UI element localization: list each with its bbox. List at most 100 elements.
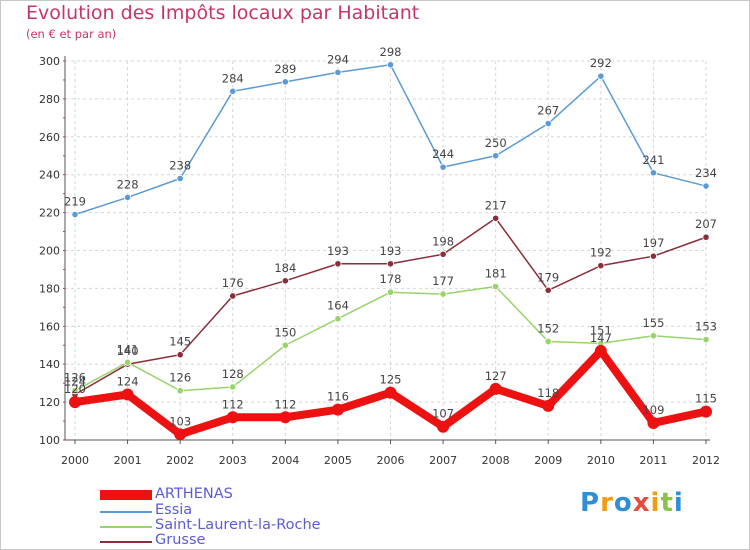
data-point-grusse xyxy=(597,262,605,270)
axis-layer: 100 120 140 160 180 200 220 240 260 280 300 2000 200… xyxy=(39,55,720,467)
x-tick-label: 2009 xyxy=(534,454,562,467)
y-tick-label: 300 xyxy=(39,55,60,68)
data-point-grusse xyxy=(334,260,342,268)
x-tick-label: 2012 xyxy=(692,454,720,467)
data-label-arthenas: 124 xyxy=(117,375,139,389)
data-point-arthenas xyxy=(647,416,660,429)
legend-swatch-grusse xyxy=(100,541,152,543)
data-label-saint-laurent-la-roche: 141 xyxy=(117,342,139,356)
data-point-saint-laurent-la-roche xyxy=(334,315,342,323)
data-point-essia xyxy=(71,210,79,219)
logo-letter: t xyxy=(660,488,674,518)
data-label-grusse: 207 xyxy=(695,217,717,231)
data-label-grusse: 217 xyxy=(485,198,507,212)
x-tick-label: 2005 xyxy=(324,454,352,467)
data-label-essia: 284 xyxy=(222,71,244,85)
data-point-saint-laurent-la-roche xyxy=(544,337,552,346)
data-label-grusse: 145 xyxy=(169,335,191,349)
x-tick-label: 2002 xyxy=(166,454,194,467)
data-label-saint-laurent-la-roche: 153 xyxy=(695,320,717,334)
data-label-saint-laurent-la-roche: 155 xyxy=(642,316,664,330)
chart-subtitle: (en € et par an) xyxy=(26,27,117,41)
data-point-essia xyxy=(229,87,237,95)
data-label-saint-laurent-la-roche: 150 xyxy=(274,325,296,339)
logo-letter: o xyxy=(613,488,633,518)
data-point-grusse xyxy=(386,260,395,268)
data-label-saint-laurent-la-roche: 178 xyxy=(380,272,402,286)
logo-letter: x xyxy=(632,488,651,518)
x-tick-label: 2007 xyxy=(429,454,457,467)
data-label-saint-laurent-la-roche: 126 xyxy=(169,371,191,385)
series-layer xyxy=(69,61,712,441)
legend-label-essia: Essia xyxy=(155,502,193,518)
data-point-grusse xyxy=(649,252,658,260)
logo-letter: i xyxy=(673,488,684,518)
data-point-arthenas xyxy=(594,344,607,357)
data-point-arthenas xyxy=(700,405,712,418)
data-label-grusse: 198 xyxy=(432,234,454,248)
data-point-arthenas xyxy=(69,396,81,409)
data-point-essia xyxy=(544,119,552,128)
data-point-grusse xyxy=(544,286,552,294)
data-point-arthenas xyxy=(331,403,344,416)
data-point-arthenas xyxy=(174,428,187,441)
data-label-arthenas: 112 xyxy=(274,397,296,411)
legend-swatch-essia xyxy=(100,511,152,513)
data-label-arthenas: 107 xyxy=(432,407,454,421)
data-point-essia xyxy=(439,163,447,171)
data-point-saint-laurent-la-roche xyxy=(71,387,79,395)
data-label-essia: 289 xyxy=(274,62,296,76)
data-label-arthenas: 147 xyxy=(590,331,612,345)
data-point-saint-laurent-la-roche xyxy=(439,290,447,298)
data-label-grusse: 197 xyxy=(642,236,664,250)
logo-letter: i xyxy=(650,488,661,518)
data-label-essia: 238 xyxy=(169,158,191,172)
data-point-saint-laurent-la-roche xyxy=(649,332,658,340)
data-point-grusse xyxy=(229,292,237,300)
data-point-grusse xyxy=(702,233,710,241)
data-label-essia: 244 xyxy=(432,147,454,161)
y-tick-label: 220 xyxy=(39,207,60,220)
proxiti-logo: Proxiti xyxy=(580,488,684,518)
data-point-arthenas xyxy=(226,411,239,424)
data-label-arthenas: 112 xyxy=(222,397,244,411)
data-label-grusse: 192 xyxy=(590,246,612,260)
data-point-arthenas xyxy=(489,382,502,395)
data-label-essia: 234 xyxy=(695,166,717,180)
data-point-essia xyxy=(334,68,342,76)
data-point-saint-laurent-la-roche xyxy=(123,358,132,366)
x-tick-label: 2000 xyxy=(61,454,89,467)
data-label-essia: 241 xyxy=(642,153,664,167)
data-label-layer: 219 228 238 284 289 294 298 244 250 267 292 241 234 1… xyxy=(64,45,717,429)
data-point-essia xyxy=(123,193,132,202)
x-tick-label: 2010 xyxy=(587,454,615,467)
data-point-essia xyxy=(597,72,605,80)
y-tick-label: 120 xyxy=(39,396,60,409)
data-label-arthenas: 127 xyxy=(485,369,507,383)
x-tick-label: 2001 xyxy=(114,454,142,467)
data-label-grusse: 140 xyxy=(117,344,139,358)
data-point-saint-laurent-la-roche xyxy=(229,383,237,391)
data-label-essia: 292 xyxy=(590,56,612,70)
data-point-saint-laurent-la-roche xyxy=(281,341,289,349)
data-label-arthenas: 116 xyxy=(327,390,349,404)
data-label-saint-laurent-la-roche: 164 xyxy=(327,299,349,313)
data-point-arthenas xyxy=(437,420,450,433)
logo-letter: r xyxy=(600,488,614,518)
data-label-grusse: 179 xyxy=(537,270,559,284)
data-label-saint-laurent-la-roche: 152 xyxy=(537,321,559,335)
legend-label-grusse: Grusse xyxy=(155,532,206,548)
data-label-grusse: 193 xyxy=(380,244,402,258)
y-tick-label: 260 xyxy=(39,131,60,144)
data-label-saint-laurent-la-roche: 128 xyxy=(222,367,244,381)
y-tick-label: 160 xyxy=(39,320,60,333)
data-point-arthenas xyxy=(542,399,555,412)
y-tick-label: 180 xyxy=(39,282,60,295)
data-label-grusse: 184 xyxy=(274,261,296,275)
x-tick-label: 2003 xyxy=(219,454,247,467)
data-label-arthenas: 115 xyxy=(695,392,717,406)
data-label-arthenas: 109 xyxy=(642,403,664,417)
data-point-saint-laurent-la-roche xyxy=(492,282,500,291)
data-label-grusse: 124 xyxy=(64,375,86,389)
logo-letter: P xyxy=(580,488,601,518)
